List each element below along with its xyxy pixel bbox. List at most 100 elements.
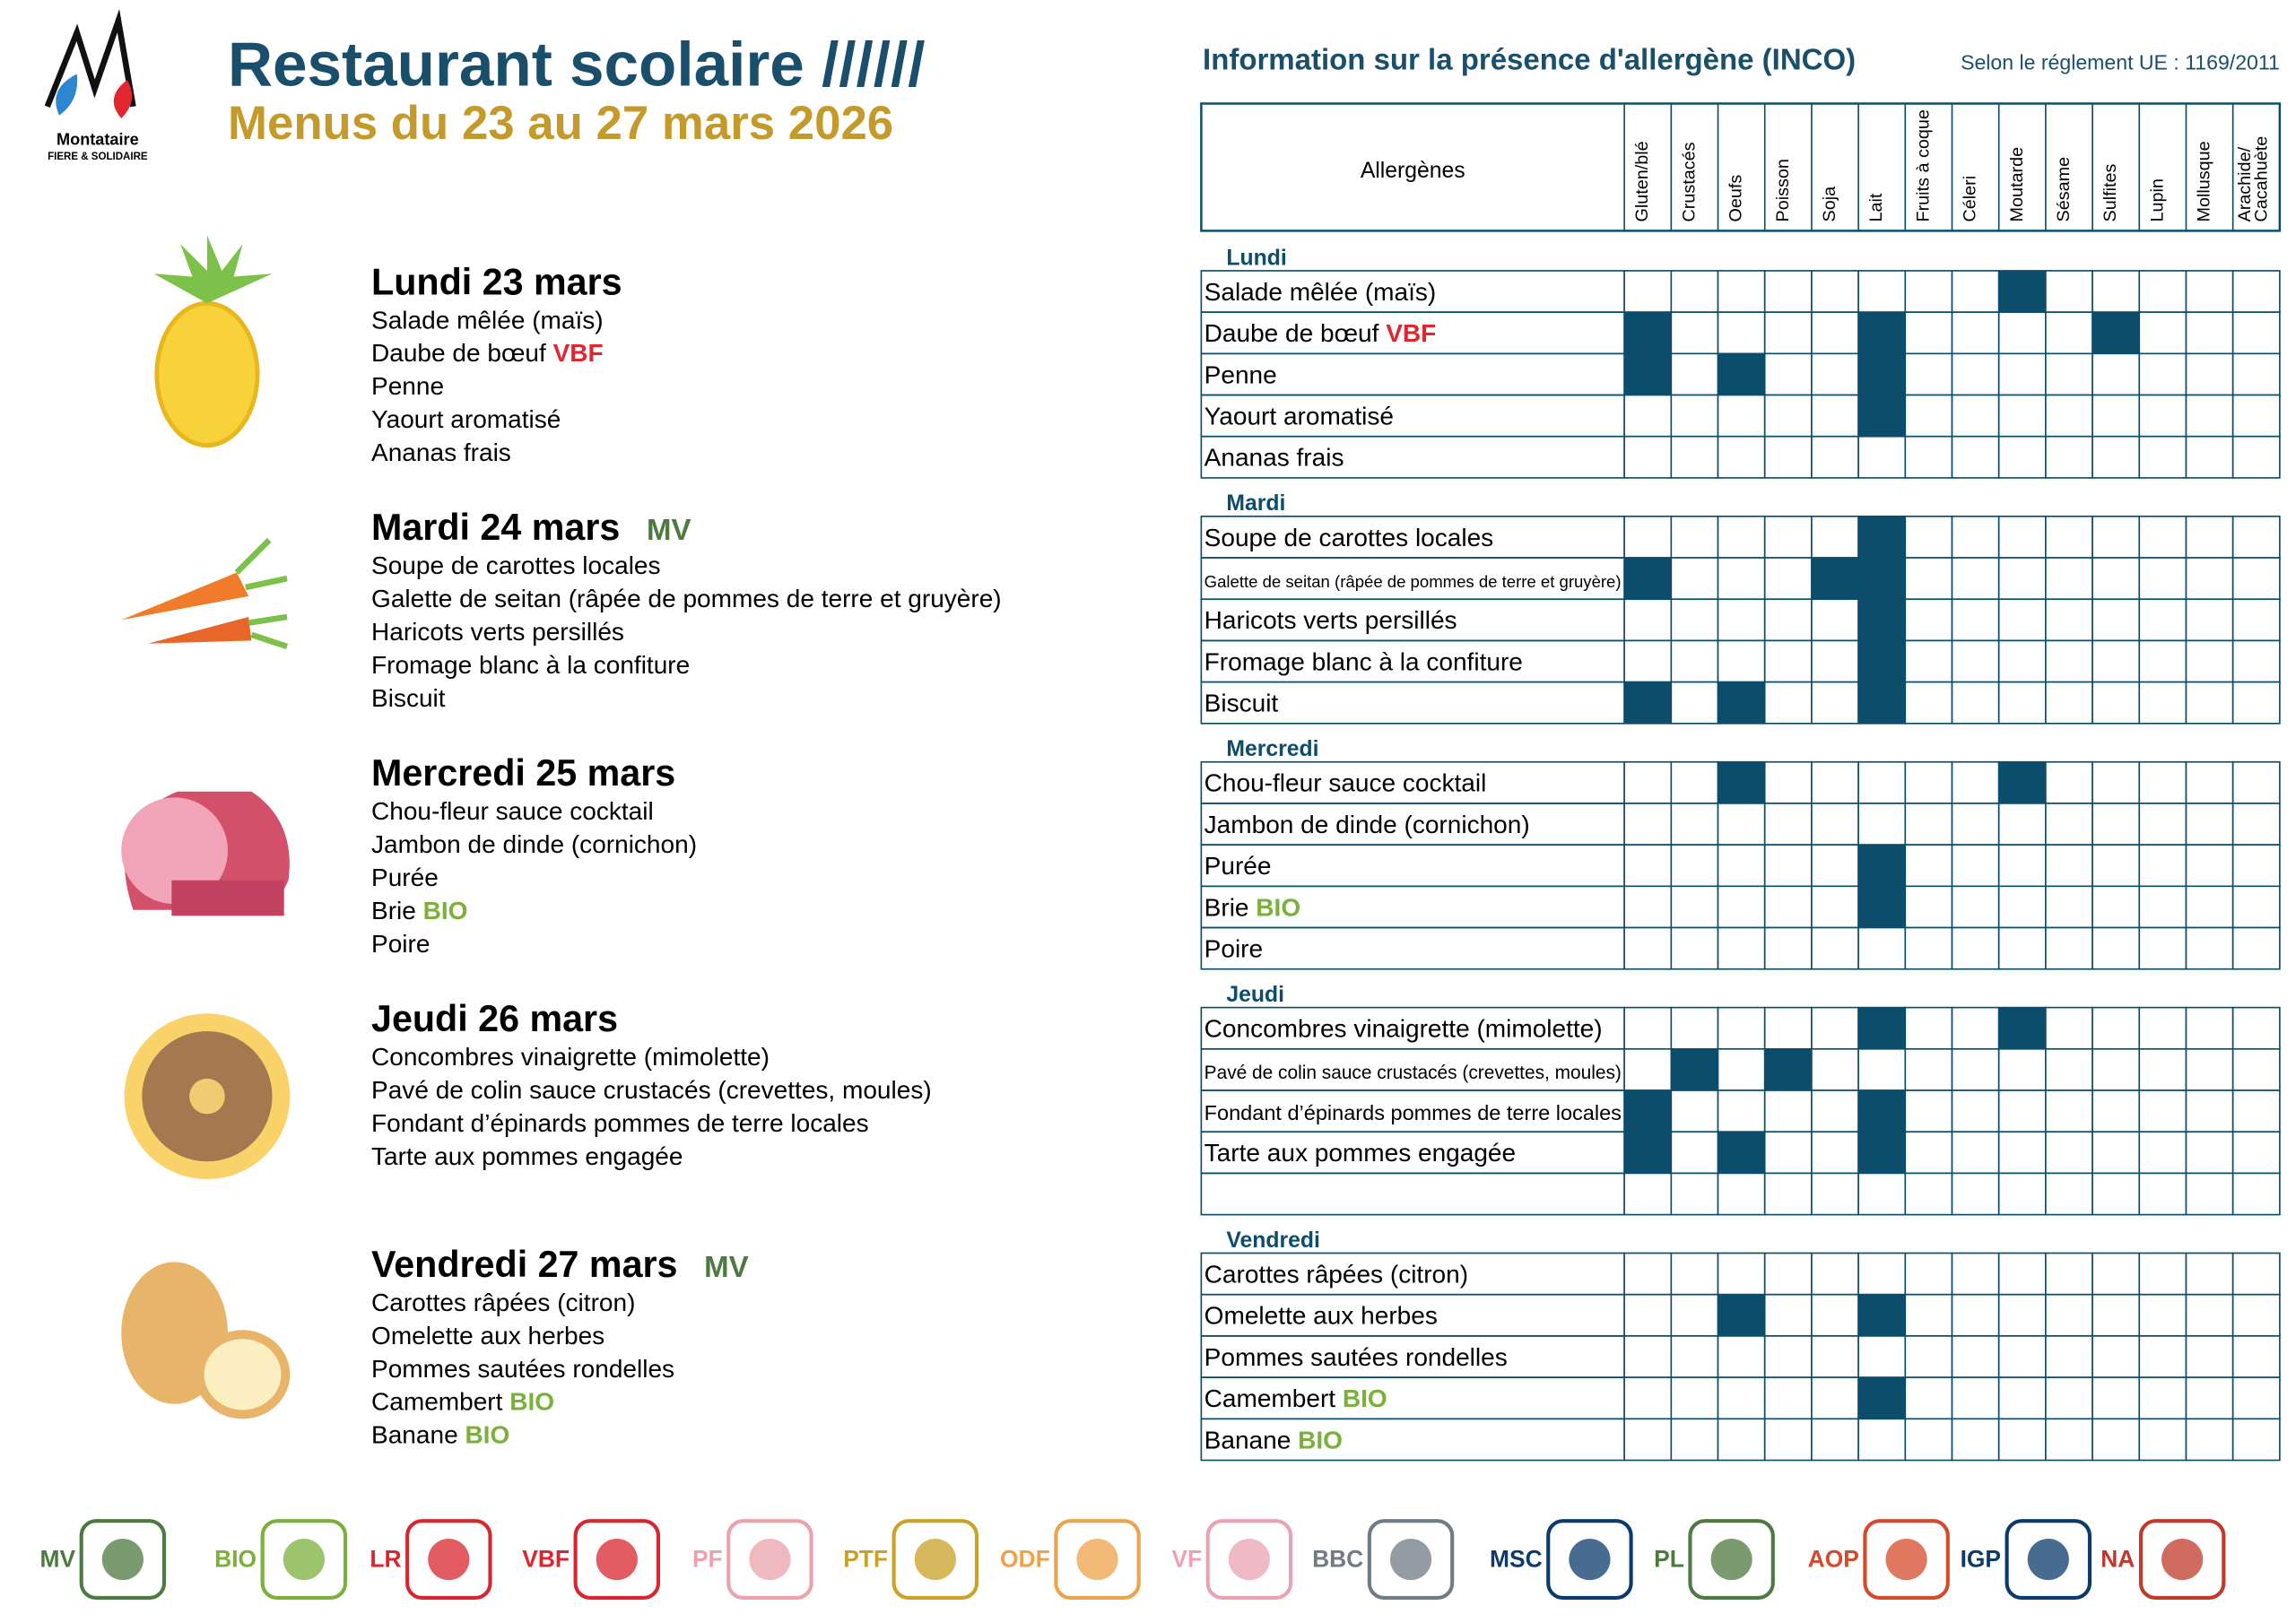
allergen-cell	[1717, 1376, 1766, 1420]
legend-logo-mark	[2161, 1538, 2204, 1581]
allergen-cell	[1997, 270, 2047, 313]
allergen-cell	[1857, 760, 1907, 804]
allergen-cell	[2185, 311, 2234, 355]
dish-label: BIO	[423, 897, 468, 924]
allergen-cell	[1857, 435, 1907, 479]
potato-flesh	[204, 1339, 282, 1410]
allergen-cell	[1717, 760, 1766, 804]
allergen-cell	[1904, 1131, 1953, 1175]
allergen-cell	[1763, 1376, 1813, 1420]
legend-logo	[79, 1519, 167, 1601]
table-dish: Biscuit	[1205, 690, 1279, 717]
allergen-cell	[2092, 516, 2141, 559]
allergen-cell	[1857, 1335, 1907, 1378]
allergen-cell	[2185, 639, 2234, 683]
legend-logo-mark	[101, 1538, 144, 1581]
allergen-cell	[1670, 681, 1719, 725]
allergen-cell	[2138, 1252, 2187, 1296]
allergen-cell	[1670, 1131, 1719, 1175]
allergen-cell	[1717, 1335, 1766, 1378]
allergen-cell	[1623, 311, 1673, 355]
allergen-name: Gluten/blé	[1632, 141, 1652, 221]
table-dish: Carottes râpées (citron)	[1205, 1261, 1468, 1289]
legend-logo-mark	[1710, 1538, 1752, 1581]
legend-code: PTF	[843, 1545, 888, 1572]
dish-name: Galette de seitan (râpée de pommes de te…	[371, 585, 1002, 612]
allergen-cell	[1857, 844, 1907, 888]
dish-name: Soupe de carottes locales	[1205, 524, 1494, 551]
legend-code: NA	[2100, 1545, 2135, 1572]
legend-logo-mark	[1389, 1538, 1432, 1581]
logo-name: Montataire	[57, 131, 139, 149]
menu-dish: Poire	[371, 930, 430, 958]
allergen-cell	[2185, 926, 2234, 970]
allergen-cell	[1904, 557, 1953, 601]
dish-name: Fromage blanc à la confiture	[1205, 647, 1523, 675]
logo-tagline: FIERE & SOLIDAIRE	[48, 152, 148, 162]
legend-logo-mark	[749, 1538, 791, 1581]
allergen-cell	[1623, 1418, 1673, 1462]
allergen-cell	[2231, 1006, 2281, 1050]
table-dish: Tarte aux pommes engagée	[1205, 1139, 1516, 1167]
dish-name: Chou-fleur sauce cocktail	[1205, 769, 1487, 797]
day-title: Vendredi 27 mars	[371, 1244, 677, 1285]
allergen-cell	[2231, 394, 2281, 438]
dish-name: Pavé de colin sauce crustacés (crevettes…	[371, 1076, 932, 1104]
allergen-cell	[2138, 270, 2187, 313]
allergen-cell	[1951, 270, 2000, 313]
allergen-cell	[1951, 1252, 2000, 1296]
allergen-cell	[1811, 681, 1859, 725]
table-dish: Ananas frais	[1205, 444, 1344, 472]
menu-dish: Fondant d’épinards pommes de terre local…	[371, 1109, 869, 1137]
table-dish: Jambon de dinde (cornichon)	[1205, 811, 1530, 838]
allergen-cell	[2092, 435, 2141, 479]
allergen-cell	[1951, 803, 2000, 846]
allergen-cell	[1904, 1006, 1953, 1050]
allergen-cell	[1623, 926, 1673, 970]
page-title: Restaurant scolaire //////	[228, 30, 926, 100]
allergen-cell	[2231, 598, 2281, 642]
ham-cut	[121, 797, 229, 905]
allergen-cell	[1717, 352, 1766, 396]
dish-cell	[1200, 1172, 1625, 1216]
allergen-cell	[1857, 311, 1907, 355]
allergen-cell	[1811, 844, 1859, 888]
allergen-cell	[1623, 1047, 1673, 1091]
page-subtitle: Menus du 23 au 27 mars 2026	[228, 97, 893, 150]
allergen-cell	[1904, 1376, 1953, 1420]
allergen-cell	[1623, 598, 1673, 642]
allergen-name: Céleri	[1961, 176, 1980, 222]
allergen-cell	[1670, 885, 1719, 929]
menu-dish: Yaourt aromatisé	[371, 405, 561, 433]
allergen-cell	[2138, 1293, 2187, 1337]
allergen-cell	[1670, 557, 1719, 601]
allergen-cell	[1717, 803, 1766, 846]
allergen-cell	[2092, 1335, 2141, 1378]
allergen-cell	[2045, 1089, 2093, 1133]
allergen-cell	[2045, 394, 2093, 438]
allergen-cell	[1857, 557, 1907, 601]
allergen-cell	[1857, 639, 1907, 683]
allergen-cell	[1904, 926, 1953, 970]
allergen-cell	[1717, 639, 1766, 683]
allergen-cell	[1670, 311, 1719, 355]
allergen-cell	[1811, 598, 1859, 642]
allergen-cell	[1997, 1418, 2047, 1462]
allergen-cell	[1717, 1293, 1766, 1337]
dish-label: BIO	[465, 1421, 509, 1449]
allergen-cell	[1811, 1335, 1859, 1378]
allergen-cell	[2045, 844, 2093, 888]
allergen-cell	[2138, 1131, 2187, 1175]
allergen-cell	[2231, 1047, 2281, 1091]
allergen-cell	[2045, 1006, 2093, 1050]
table-day-label: Vendredi	[1226, 1228, 1319, 1253]
allergen-cell	[1811, 1047, 1859, 1091]
allergen-cell	[1717, 435, 1766, 479]
legend-code: BBC	[1312, 1545, 1363, 1572]
allergen-cell	[1904, 1047, 1953, 1091]
allergen-cell	[1623, 639, 1673, 683]
allergen-cell	[1717, 270, 1766, 313]
table-dish: Poire	[1205, 935, 1263, 963]
